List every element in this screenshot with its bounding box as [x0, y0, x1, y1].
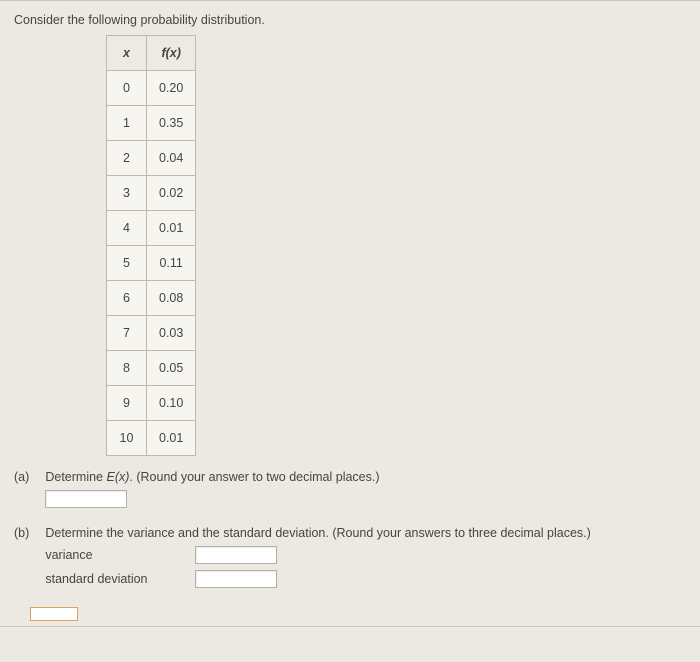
cell-fx: 0.01: [147, 421, 196, 456]
footer-fragment: [30, 606, 686, 620]
cell-fx: 0.08: [147, 281, 196, 316]
part-b-label: (b): [14, 526, 42, 540]
distribution-table: x f(x) 00.20 10.35 20.04 30.02 40.01 50.…: [106, 35, 196, 456]
part-a-text-post: . (Round your answer to two decimal plac…: [129, 470, 379, 484]
table-row: 30.02: [107, 176, 196, 211]
cell-fx: 0.05: [147, 351, 196, 386]
cell-x: 9: [107, 386, 147, 421]
cell-x: 8: [107, 351, 147, 386]
table-row: 70.03: [107, 316, 196, 351]
cell-fx: 0.20: [147, 71, 196, 106]
cell-x: 6: [107, 281, 147, 316]
table-row: 90.10: [107, 386, 196, 421]
cell-fx: 0.10: [147, 386, 196, 421]
table-row: 20.04: [107, 141, 196, 176]
answer-input-variance[interactable]: [195, 546, 277, 564]
table-row: 100.01: [107, 421, 196, 456]
table-row: 00.20: [107, 71, 196, 106]
cell-x: 3: [107, 176, 147, 211]
cell-fx: 0.02: [147, 176, 196, 211]
cell-x: 4: [107, 211, 147, 246]
question-panel: Consider the following probability distr…: [0, 0, 700, 627]
col-header-fx: f(x): [147, 36, 196, 71]
cell-fx: 0.03: [147, 316, 196, 351]
cell-fx: 0.35: [147, 106, 196, 141]
table-row: 40.01: [107, 211, 196, 246]
part-b: (b) Determine the variance and the stand…: [14, 526, 686, 588]
footer-box-icon: [30, 607, 78, 621]
table-row: 10.35: [107, 106, 196, 141]
answer-input-sd[interactable]: [195, 570, 277, 588]
question-prompt: Consider the following probability distr…: [14, 13, 686, 27]
cell-x: 5: [107, 246, 147, 281]
part-a-label: (a): [14, 470, 42, 484]
answer-input-ex[interactable]: [45, 490, 127, 508]
sd-label: standard deviation: [45, 572, 195, 586]
table-row: 80.05: [107, 351, 196, 386]
variance-row: variance: [45, 546, 683, 564]
variance-label: variance: [45, 548, 195, 562]
cell-fx: 0.04: [147, 141, 196, 176]
part-a: (a) Determine E(x). (Round your answer t…: [14, 470, 686, 508]
part-a-body: Determine E(x). (Round your answer to tw…: [45, 470, 683, 508]
cell-x: 7: [107, 316, 147, 351]
part-b-text: Determine the variance and the standard …: [45, 526, 590, 540]
cell-x: 1: [107, 106, 147, 141]
cell-x: 2: [107, 141, 147, 176]
cell-x: 10: [107, 421, 147, 456]
table-row: 50.11: [107, 246, 196, 281]
cell-fx: 0.01: [147, 211, 196, 246]
sd-row: standard deviation: [45, 570, 683, 588]
col-header-x: x: [107, 36, 147, 71]
part-b-body: Determine the variance and the standard …: [45, 526, 683, 588]
cell-fx: 0.11: [147, 246, 196, 281]
part-a-ex: E(x): [106, 470, 129, 484]
cell-x: 0: [107, 71, 147, 106]
table-row: 60.08: [107, 281, 196, 316]
part-a-text-pre: Determine: [45, 470, 106, 484]
